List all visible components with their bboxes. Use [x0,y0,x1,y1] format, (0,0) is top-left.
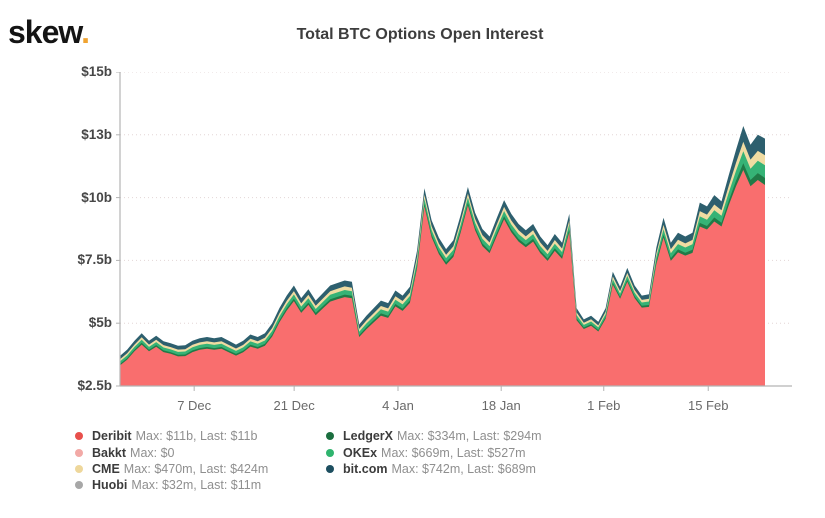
legend-series-name: OKEx [343,445,378,460]
legend-series-stats: Max: $470m, Last: $424m [123,461,269,476]
legend-marker-icon [75,432,83,441]
legend-marker-icon [75,448,83,457]
y-axis-label: $13b [81,126,112,142]
legend-series-stats: Max: $11b, Last: $11b [135,429,258,444]
legend-item-deribit[interactable]: Deribit Max: $11b, Last: $11b [75,428,268,444]
area-series-deribit [120,170,765,386]
chart-title: Total BTC Options Open Interest [296,26,544,43]
legend-marker-icon [75,481,83,490]
legend-series-name: Deribit [92,429,132,444]
skew-logo-text: skew [8,14,82,50]
legend-item-bit-com[interactable]: bit.com Max: $742m, Last: $689m [326,461,542,477]
legend-item-huobi[interactable]: Huobi Max: $32m, Last: $11m [75,477,268,493]
legend-column-left: Deribit Max: $11b, Last: $11b Bakkt Max: $0… [75,428,268,494]
legend-series-name: Huobi [92,478,128,493]
legend-column-right: LedgerX Max: $334m, Last: $294m OKEx Max: $… [326,428,542,477]
skew-logo-dot: . [81,14,90,50]
y-axis-label: $15b [81,64,112,79]
stacked-area-chart [116,72,792,391]
legend-item-cme[interactable]: CME Max: $470m, Last: $424m [75,461,268,477]
legend-marker-icon [326,432,334,441]
legend-series-name: LedgerX [343,429,394,444]
legend-marker-icon [326,464,334,473]
y-axis-label: $7.5b [77,252,112,268]
y-axis-label: $2.5b [77,378,112,393]
legend-item-ledgerx[interactable]: LedgerX Max: $334m, Last: $294m [326,428,542,444]
legend-marker-icon [326,448,334,457]
y-axis-label: $10b [81,189,112,205]
x-axis-label: 7 Dec [177,398,212,413]
legend-series-name: bit.com [343,461,388,476]
x-axis-label: 1 Feb [587,398,621,413]
legend-series-stats: Max: $0 [130,445,175,460]
legend-series-stats: Max: $742m, Last: $689m [391,461,536,476]
legend-series-stats: Max: $669m, Last: $527m [381,445,526,460]
x-axis-label: 18 Jan [481,398,521,413]
x-axis-label: 4 Jan [382,398,414,413]
legend-item-okex[interactable]: OKEx Max: $669m, Last: $527m [326,444,542,460]
x-axis-label: 21 Dec [273,398,315,413]
legend-series-name: Bakkt [92,445,127,460]
legend-series-stats: Max: $334m, Last: $294m [397,429,542,444]
skew-logo: skew. [8,14,90,51]
x-axis-label: 15 Feb [687,398,729,413]
legend-series-name: CME [92,461,120,476]
legend-item-bakkt[interactable]: Bakkt Max: $0 [75,444,268,460]
y-axis-label: $5b [88,315,112,331]
legend-marker-icon [75,464,83,473]
legend-series-stats: Max: $32m, Last: $11m [131,478,262,493]
